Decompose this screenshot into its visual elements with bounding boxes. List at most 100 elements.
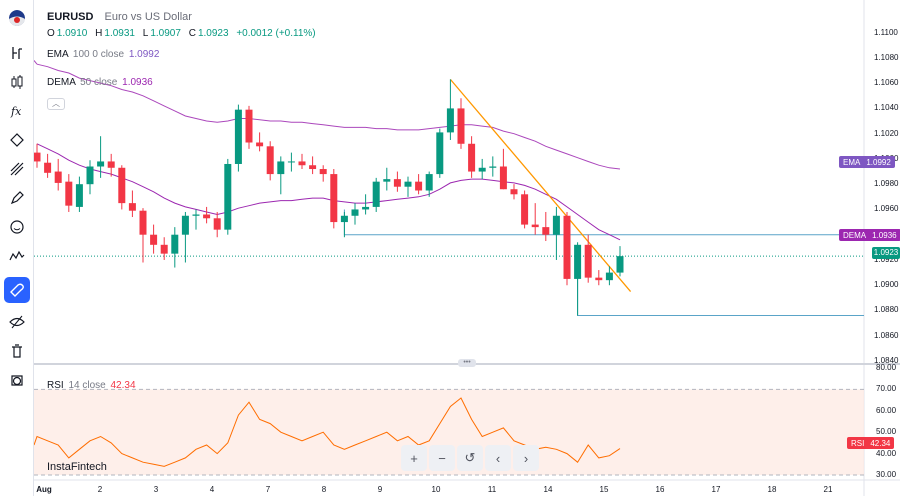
support-line bbox=[577, 278, 864, 317]
ema-line-head bbox=[34, 60, 38, 65]
scroll-right-button[interactable]: › bbox=[513, 445, 539, 471]
price-scale-label: 1.1080 bbox=[874, 52, 899, 62]
candle-body bbox=[489, 166, 497, 168]
candle-body bbox=[595, 277, 603, 281]
candle-body bbox=[107, 161, 115, 168]
dema-tag-value: 1.0936 bbox=[872, 230, 897, 240]
ema-name: EMA bbox=[47, 49, 69, 60]
candle-body bbox=[203, 214, 211, 219]
candle-body bbox=[446, 108, 454, 133]
time-axis-label: 21 bbox=[823, 485, 833, 494]
open-key: O bbox=[47, 28, 55, 39]
measure-icon[interactable] bbox=[4, 243, 30, 269]
candle-body bbox=[574, 244, 582, 279]
dema-value: 1.0936 bbox=[122, 77, 153, 88]
candle-body bbox=[478, 167, 486, 172]
trash-icon[interactable] bbox=[4, 338, 30, 364]
rsi-scale-label: 80.00 bbox=[876, 363, 897, 372]
time-axis-label: 4 bbox=[209, 485, 215, 494]
candle-body bbox=[616, 256, 624, 273]
candle-body bbox=[213, 218, 221, 230]
chart-nav-bar: + − ↺ ‹ › bbox=[401, 445, 539, 471]
rsi-params: 14 close bbox=[68, 380, 106, 391]
candle-body bbox=[383, 179, 391, 182]
price-chart[interactable] bbox=[34, 0, 900, 496]
camera-icon[interactable] bbox=[4, 367, 30, 393]
flag-logo-icon bbox=[9, 10, 25, 26]
rsi-tag-label: RSI bbox=[851, 438, 865, 448]
emoji-icon[interactable] bbox=[4, 214, 30, 240]
candle-body bbox=[436, 132, 444, 175]
rsi-scale-label: 30.00 bbox=[876, 470, 897, 479]
price-scale-label: 1.0980 bbox=[874, 179, 899, 189]
drawing-icon[interactable] bbox=[4, 127, 30, 153]
rsi-legend[interactable]: RSI 14 close 42.34 bbox=[47, 380, 136, 391]
candle-body bbox=[234, 109, 242, 164]
rsi-line bbox=[34, 397, 621, 467]
candles-icon[interactable] bbox=[4, 69, 30, 95]
pane-resize-handle[interactable]: ••• bbox=[458, 359, 476, 367]
price-scale-label: 1.1100 bbox=[874, 27, 898, 37]
rsi-scale-label: 60.00 bbox=[876, 405, 897, 415]
ema-line bbox=[36, 63, 621, 170]
brush-icon[interactable] bbox=[4, 156, 30, 182]
price-scale-label: 1.0960 bbox=[874, 204, 899, 214]
candle-body bbox=[54, 171, 62, 183]
crosshair-icon[interactable] bbox=[4, 40, 30, 66]
candle-body bbox=[510, 189, 518, 195]
collapse-legend-button[interactable]: ︿ bbox=[47, 98, 65, 110]
symbol-description: Euro vs US Dollar bbox=[104, 11, 192, 23]
candle-body bbox=[65, 181, 73, 206]
reset-button[interactable]: ↺ bbox=[457, 445, 483, 471]
dema-name: DEMA bbox=[47, 77, 76, 88]
close-value: 1.0923 bbox=[197, 28, 229, 39]
ema-tag-label: EMA bbox=[843, 157, 861, 167]
price-scale-label: 1.1040 bbox=[874, 103, 899, 113]
low-key: L bbox=[142, 28, 149, 39]
left-toolbar: fx bbox=[0, 0, 34, 496]
candle-body bbox=[298, 161, 306, 166]
open-value: 1.0910 bbox=[56, 28, 88, 39]
fx-icon[interactable]: fx bbox=[4, 98, 30, 124]
symbol-header: EURUSD Euro vs US Dollar bbox=[47, 10, 192, 24]
candle-body bbox=[181, 215, 189, 235]
change-value: +0.0012 (+0.11%) bbox=[236, 28, 316, 39]
magnet-icon[interactable] bbox=[4, 277, 30, 303]
candle-body bbox=[34, 152, 41, 162]
candle-body bbox=[415, 181, 423, 191]
pen-icon[interactable] bbox=[4, 185, 30, 211]
candle-body bbox=[584, 244, 592, 278]
ema-legend[interactable]: EMA 100 0 close 1.0992 bbox=[47, 49, 159, 60]
close-key: C bbox=[188, 28, 196, 39]
time-axis-label: 15 bbox=[599, 485, 609, 494]
candle-body bbox=[542, 227, 550, 235]
eye-icon[interactable] bbox=[4, 309, 30, 335]
dema-legend[interactable]: DEMA 50 close 1.0936 bbox=[47, 77, 153, 88]
time-axis-label: 9 bbox=[377, 485, 383, 494]
rsi-value: 42.34 bbox=[110, 380, 136, 391]
ema-tag-value: 1.0992 bbox=[866, 157, 891, 167]
candle-body bbox=[287, 161, 295, 163]
chart-area[interactable]: EURUSD Euro vs US Dollar O 1.0910 H 1.0931… bbox=[34, 0, 900, 496]
candle-body bbox=[404, 181, 412, 187]
candle-body bbox=[605, 272, 613, 281]
resistance-line bbox=[343, 209, 864, 236]
candle-body bbox=[118, 167, 126, 204]
time-axis-label: 8 bbox=[321, 485, 327, 494]
zoom-out-button[interactable]: − bbox=[429, 445, 455, 471]
dema-line bbox=[36, 143, 621, 241]
candle-body bbox=[372, 181, 380, 207]
candle-body bbox=[330, 174, 338, 223]
candle-body bbox=[44, 162, 52, 173]
low-value: 1.0907 bbox=[150, 28, 181, 39]
svg-text:fx: fx bbox=[10, 105, 22, 118]
time-axis-label: 7 bbox=[265, 485, 271, 494]
scroll-left-button[interactable]: ‹ bbox=[485, 445, 511, 471]
time-axis-label: 2 bbox=[97, 485, 103, 494]
dema-price-tag: DEMA 1.0936 bbox=[839, 229, 900, 241]
candle-body bbox=[139, 210, 147, 235]
zoom-in-button[interactable]: + bbox=[401, 445, 427, 471]
candle-body bbox=[266, 146, 274, 175]
time-axis-label: 11 bbox=[487, 485, 497, 494]
dema-params: 50 close bbox=[80, 77, 118, 88]
